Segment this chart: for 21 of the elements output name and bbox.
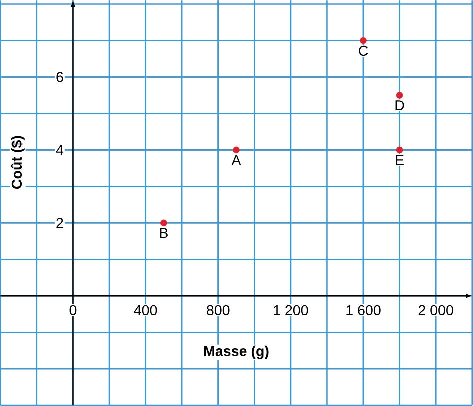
x-tick-label: 1 600 bbox=[346, 305, 381, 316]
x-axis-title: Masse (g) bbox=[204, 346, 269, 360]
x-tick-label: 0 bbox=[70, 305, 77, 316]
y-axis-title: Coût ($) bbox=[11, 136, 25, 189]
y-tick-label: 6 bbox=[56, 72, 64, 82]
annotation: A bbox=[232, 155, 242, 166]
x-tick-label: 2 000 bbox=[418, 305, 454, 316]
annotation: D bbox=[396, 100, 404, 110]
x-tick-label: 800 bbox=[207, 305, 230, 316]
point bbox=[396, 146, 404, 154]
y-tick-label: 4 bbox=[56, 145, 64, 156]
annotation: B bbox=[160, 228, 168, 238]
point bbox=[360, 37, 367, 44]
point bbox=[160, 220, 168, 226]
point bbox=[233, 146, 240, 154]
x-tick-label: 400 bbox=[134, 305, 158, 316]
x-tick-label: 1 200 bbox=[274, 305, 308, 316]
point bbox=[396, 92, 404, 99]
y-tick-label: 2 bbox=[56, 218, 64, 228]
annotation: E bbox=[396, 155, 404, 166]
annotation: C bbox=[359, 46, 368, 56]
